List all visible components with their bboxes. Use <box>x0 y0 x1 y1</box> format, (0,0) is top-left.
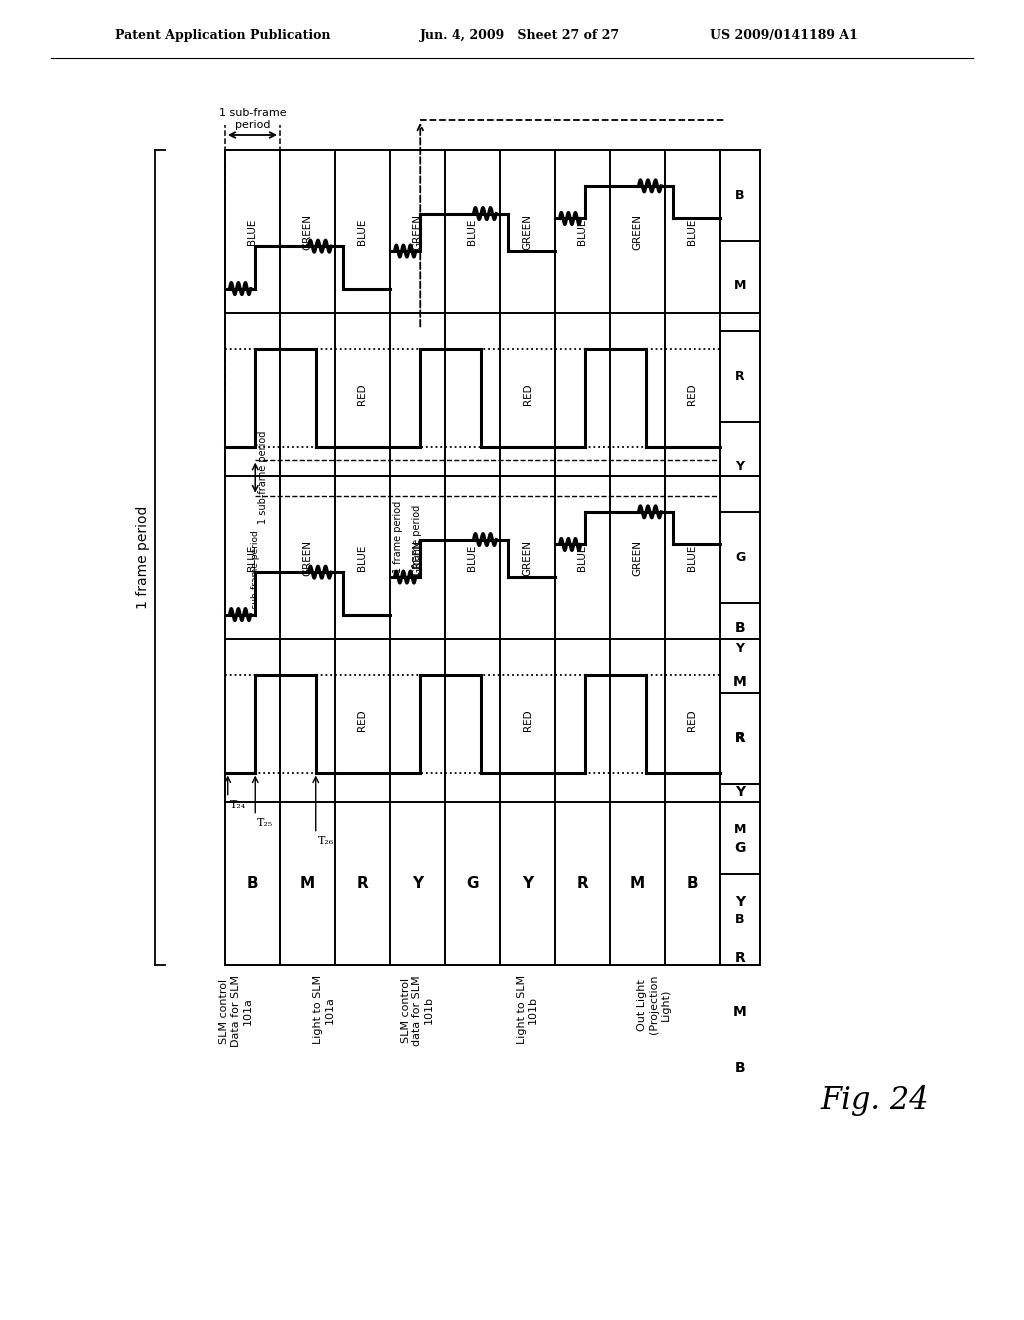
Text: GREEN: GREEN <box>522 214 532 249</box>
Text: SLM control
Data for SLM
101a: SLM control Data for SLM 101a <box>219 975 253 1047</box>
Text: 1 sub-frame period: 1 sub-frame period <box>251 531 260 618</box>
Text: Jun. 4, 2009   Sheet 27 of 27: Jun. 4, 2009 Sheet 27 of 27 <box>420 29 621 41</box>
Text: BLUE: BLUE <box>357 218 368 244</box>
Text: GREEN: GREEN <box>302 540 312 576</box>
Text: SLM control
data for SLM
101b: SLM control data for SLM 101b <box>401 975 434 1045</box>
Text: BLUE: BLUE <box>248 218 257 244</box>
Text: R: R <box>734 730 745 744</box>
Text: 1 sub-frame
period: 1 sub-frame period <box>219 108 287 129</box>
Text: B: B <box>734 620 745 635</box>
Text: B: B <box>735 189 744 202</box>
Text: RED: RED <box>357 710 368 731</box>
Text: Patent Application Publication: Patent Application Publication <box>115 29 331 41</box>
Text: BLUE: BLUE <box>357 544 368 570</box>
Text: BLUE: BLUE <box>578 218 588 244</box>
Text: 1 sub-frame period: 1 sub-frame period <box>258 430 268 524</box>
Text: Y: Y <box>412 876 423 891</box>
Text: R: R <box>735 733 744 744</box>
Text: Y: Y <box>735 785 745 800</box>
Text: M: M <box>733 1006 746 1019</box>
Text: RED: RED <box>357 384 368 405</box>
Text: GREEN: GREEN <box>413 214 423 249</box>
Text: Y: Y <box>735 461 744 474</box>
Text: Y: Y <box>735 895 745 909</box>
Text: Fig. 24: Fig. 24 <box>820 1085 929 1115</box>
Text: G: G <box>466 876 479 891</box>
Text: 1 frame period: 1 frame period <box>393 500 402 573</box>
Text: BLUE: BLUE <box>248 544 257 570</box>
Text: GREEN: GREEN <box>522 540 532 576</box>
Text: R: R <box>577 876 589 891</box>
Text: R: R <box>735 370 744 383</box>
Text: B: B <box>735 913 744 927</box>
Text: BLUE: BLUE <box>468 544 477 570</box>
Text: R: R <box>734 950 745 965</box>
Text: 1 frame period: 1 frame period <box>136 506 150 610</box>
Text: 1 frame period: 1 frame period <box>413 506 423 577</box>
Text: GREEN: GREEN <box>413 540 423 576</box>
Text: M: M <box>734 280 746 292</box>
Text: B: B <box>687 876 698 891</box>
Text: Y: Y <box>735 642 744 655</box>
Text: Light to SLM
101a: Light to SLM 101a <box>313 975 335 1044</box>
Text: Out Light
(Projection
Light): Out Light (Projection Light) <box>637 975 671 1035</box>
Text: BLUE: BLUE <box>687 544 697 570</box>
Text: G: G <box>735 550 745 564</box>
Text: RED: RED <box>687 710 697 731</box>
Text: M: M <box>300 876 315 891</box>
Text: M: M <box>630 876 645 891</box>
Text: G: G <box>734 841 745 854</box>
Text: M: M <box>734 822 746 836</box>
Text: BLUE: BLUE <box>687 218 697 244</box>
Text: RED: RED <box>522 384 532 405</box>
Text: Y: Y <box>522 876 534 891</box>
Text: M: M <box>733 676 746 689</box>
Text: T₂₄: T₂₄ <box>229 800 246 809</box>
Text: BLUE: BLUE <box>468 218 477 244</box>
Text: T₂₅: T₂₅ <box>257 817 273 828</box>
Text: B: B <box>734 1060 745 1074</box>
Text: US 2009/0141189 A1: US 2009/0141189 A1 <box>710 29 858 41</box>
Text: B: B <box>247 876 258 891</box>
Text: GREEN: GREEN <box>633 214 642 249</box>
Text: GREEN: GREEN <box>633 540 642 576</box>
Text: Light to SLM
101b: Light to SLM 101b <box>517 975 539 1044</box>
Text: BLUE: BLUE <box>578 544 588 570</box>
Text: R: R <box>356 876 369 891</box>
Text: T₂₆: T₂₆ <box>317 836 334 846</box>
Text: RED: RED <box>687 384 697 405</box>
Text: GREEN: GREEN <box>302 214 312 249</box>
Text: RED: RED <box>522 710 532 731</box>
